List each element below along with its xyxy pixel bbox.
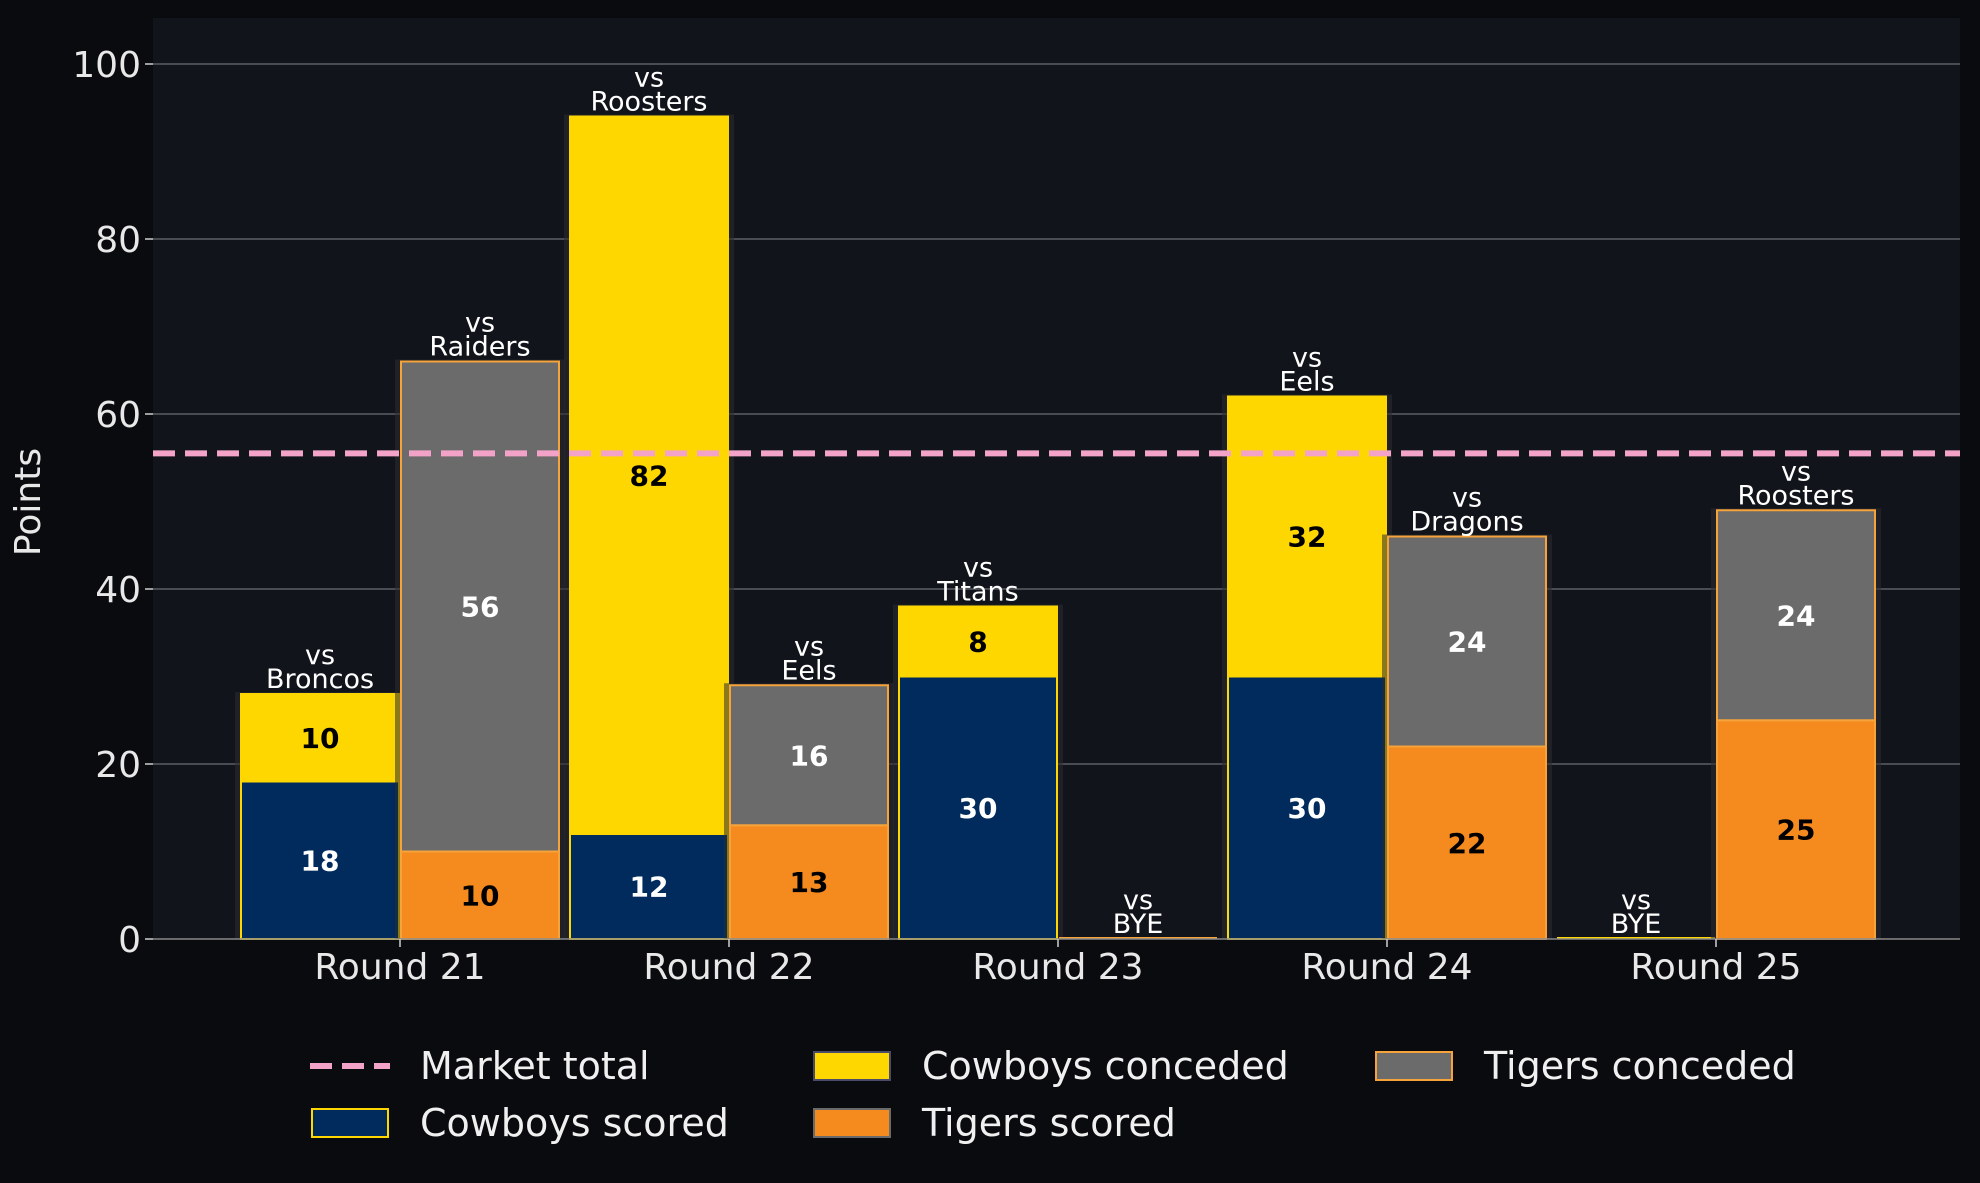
bar-value-label: 25 bbox=[1777, 814, 1816, 847]
opponent-label: vs Dragons bbox=[1410, 483, 1523, 538]
bar-value-label: 22 bbox=[1448, 827, 1487, 860]
opponent-label: vs Titans bbox=[936, 553, 1018, 608]
legend-tigers-scored: Tigers scored bbox=[813, 1101, 1176, 1145]
legend-cowboys-conceded: Cowboys conceded bbox=[813, 1044, 1289, 1088]
legend-market-total: Market total bbox=[310, 1044, 650, 1088]
legend-label: Cowboys scored bbox=[420, 1101, 729, 1145]
x-tick-label: Round 21 bbox=[314, 947, 485, 988]
bar-scored bbox=[400, 850, 560, 940]
bar-conceded bbox=[569, 115, 729, 835]
legend-label: Market total bbox=[420, 1044, 650, 1088]
bar-value-label: 18 bbox=[301, 844, 340, 877]
bar-value-label: 13 bbox=[790, 866, 829, 899]
bar-value-label: 16 bbox=[790, 739, 829, 772]
opponent-label: vs Eels bbox=[781, 631, 836, 686]
bar-conceded bbox=[1227, 395, 1387, 678]
y-axis-label: Points bbox=[8, 448, 49, 556]
opponent-label: vs Raiders bbox=[429, 308, 530, 363]
bar-value-label: 24 bbox=[1777, 599, 1816, 632]
legend-label: Tigers scored bbox=[921, 1101, 1176, 1145]
bar-value-label: 30 bbox=[1288, 792, 1327, 825]
legend-swatch bbox=[311, 1108, 389, 1138]
bar-value-label: 82 bbox=[630, 459, 669, 492]
bar-value-label: 12 bbox=[630, 871, 669, 904]
opponent-label: vs BYE bbox=[1113, 885, 1164, 940]
legend: Market total Cowboys scored Cowboys conced… bbox=[310, 1044, 1796, 1145]
bar-conceded bbox=[1716, 509, 1876, 722]
y-tick-label: 40 bbox=[95, 570, 141, 611]
bar-scored bbox=[569, 833, 729, 940]
opponent-label: vs Eels bbox=[1279, 343, 1334, 398]
legend-label: Tigers conceded bbox=[1483, 1044, 1796, 1088]
y-tick-label: 20 bbox=[95, 745, 141, 786]
bar-value-label: 56 bbox=[461, 591, 500, 624]
bar-scored bbox=[1716, 719, 1876, 940]
bar-conceded bbox=[898, 605, 1058, 678]
bar-value-label: 10 bbox=[461, 879, 500, 912]
bar-scored bbox=[1227, 675, 1387, 940]
y-tick-label: 80 bbox=[95, 220, 141, 261]
bars-layer bbox=[235, 114, 1881, 940]
legend-cowboys-scored: Cowboys scored bbox=[311, 1101, 729, 1145]
bar-value-label: 10 bbox=[301, 722, 340, 755]
x-tick-label: Round 25 bbox=[1630, 947, 1801, 988]
opponent-label: vs Roosters bbox=[1737, 456, 1854, 511]
y-tick-label: 100 bbox=[72, 45, 141, 86]
bar-value-label: 24 bbox=[1448, 626, 1487, 659]
legend-swatch bbox=[813, 1051, 891, 1081]
x-tick-label: Round 23 bbox=[972, 947, 1143, 988]
bar-value-label: 30 bbox=[959, 792, 998, 825]
y-tick-label: 60 bbox=[95, 395, 141, 436]
axes-layer: 0 20 40 60 80 100 Round 21 Round 22 Round 23 Roun… bbox=[72, 45, 1960, 988]
x-tick-label: Round 24 bbox=[1301, 947, 1472, 988]
opponent-label: vs Roosters bbox=[590, 63, 707, 118]
legend-tigers-conceded: Tigers conceded bbox=[1375, 1044, 1796, 1088]
legend-swatch bbox=[813, 1108, 891, 1138]
bar-value-label: 8 bbox=[968, 626, 987, 659]
bar-scored bbox=[1387, 745, 1547, 940]
bar-conceded bbox=[1387, 535, 1547, 748]
bar-labels-layer: 18 10 vs Broncos 12 82 vs Roosters 30 8 vs Titans 30… bbox=[266, 63, 1855, 941]
opponent-label: vs Broncos bbox=[266, 640, 374, 695]
legend-swatch bbox=[1375, 1051, 1453, 1081]
x-tick-label: Round 22 bbox=[643, 947, 814, 988]
opponent-label: vs BYE bbox=[1611, 885, 1662, 940]
bar-scored bbox=[729, 824, 889, 940]
bar-conceded bbox=[400, 360, 560, 853]
legend-label: Cowboys conceded bbox=[922, 1044, 1289, 1088]
y-tick-label: 0 bbox=[118, 920, 141, 961]
bar-conceded bbox=[729, 684, 889, 827]
bar-value-label: 32 bbox=[1288, 521, 1327, 554]
bar-scored bbox=[898, 675, 1058, 940]
